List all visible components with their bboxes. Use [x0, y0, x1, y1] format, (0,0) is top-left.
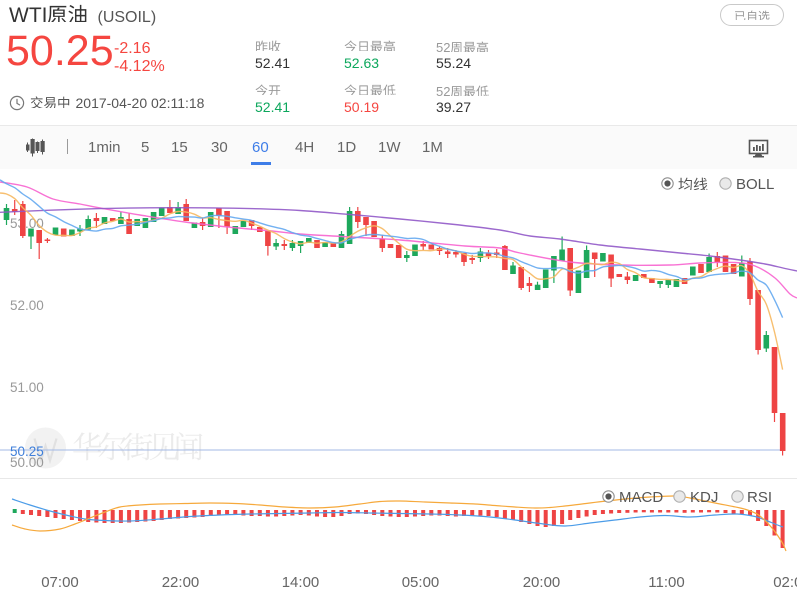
svg-text:05:00: 05:00	[402, 574, 440, 591]
svg-text:22:00: 22:00	[162, 574, 200, 591]
svg-text:52.00: 52.00	[10, 298, 44, 313]
svg-text:02:00: 02:00	[773, 574, 797, 591]
svg-text:50.25: 50.25	[10, 444, 44, 459]
svg-text:20:00: 20:00	[523, 574, 561, 591]
svg-text:07:00: 07:00	[41, 574, 79, 591]
svg-text:14:00: 14:00	[282, 574, 320, 591]
svg-text:50.00: 50.00	[10, 455, 44, 470]
svg-text:51.00: 51.00	[10, 380, 44, 395]
svg-text:53.00: 53.00	[10, 216, 44, 231]
svg-text:11:00: 11:00	[648, 574, 684, 591]
